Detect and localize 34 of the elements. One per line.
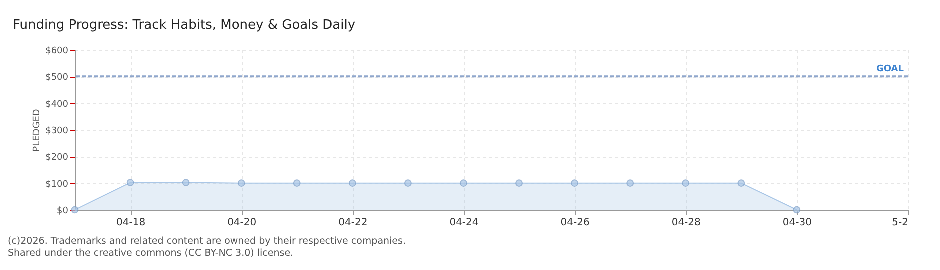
ref-line-label: GOAL — [876, 64, 904, 75]
text: (c)2026. Trademarks and related content are owned by their respective companies. — [8, 236, 406, 248]
point — [626, 180, 634, 187]
y-tick-label: $600 — [46, 46, 69, 56]
point — [516, 180, 523, 187]
y-tick-label: $300 — [46, 126, 69, 136]
text: Shared under the creative commons (CC BY-NC 3.0) license. — [8, 248, 295, 260]
x-tick-label: 04-22 — [338, 218, 368, 228]
y-axis-title: PLEDGED — [32, 109, 43, 152]
point — [738, 180, 746, 187]
point — [293, 180, 301, 187]
point — [238, 180, 246, 187]
x-tick-label: 04-26 — [560, 218, 590, 228]
y-tick-label: $500 — [46, 73, 69, 84]
chart-title: Funding Progress: Track Habits, Money & Goals Daily — [13, 18, 356, 33]
y-tick-label: $100 — [46, 180, 69, 190]
point — [71, 206, 79, 214]
point — [682, 180, 690, 187]
point — [404, 180, 412, 187]
x-tick-label: 04-18 — [116, 218, 146, 228]
x-tick-label: 04-28 — [672, 218, 701, 228]
x-tick-label: 04-30 — [782, 218, 812, 228]
x-tick-label: 04-20 — [228, 218, 257, 228]
x-tick-label: 5-2 — [892, 218, 908, 228]
point — [349, 180, 356, 187]
y-tick-label: $200 — [46, 153, 69, 164]
point — [126, 179, 134, 186]
x-tick-label: 04-24 — [450, 218, 479, 228]
point — [793, 206, 801, 214]
point — [571, 180, 578, 187]
point — [182, 179, 190, 186]
y-tick-label: $400 — [46, 100, 69, 110]
point — [460, 180, 468, 187]
y-tick-label: $0 — [57, 206, 69, 216]
